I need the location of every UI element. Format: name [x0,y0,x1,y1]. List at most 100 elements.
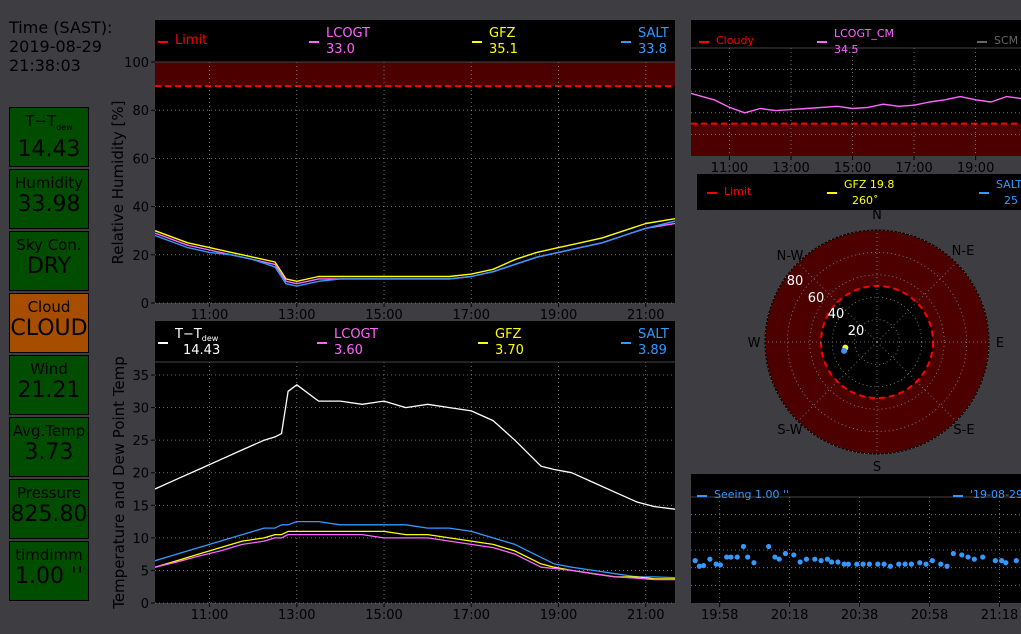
legend-value: 33.8 [638,42,667,57]
polar-direction-label: N-W [777,249,804,264]
y-tick-label: 20 [132,467,149,482]
data-point [696,563,702,569]
y-tick-label: 0 [141,597,149,612]
data-point [971,556,977,562]
data-point [818,558,824,564]
status-tile-value: 825.80 [10,502,88,527]
y-tick-label: 35 [132,369,149,384]
x-tick-label: 19:58 [701,608,738,623]
data-point [896,561,902,567]
status-tile-value: CLOUD [10,316,88,341]
seeing-chart: 19:58 20:18 20:38 20:58 21:18 Seeing 1.00 '' '… [691,474,1021,623]
status-tile: Cloud CLOUD [9,293,89,353]
status-tile: Avg.Temp 3.73 [9,417,89,477]
series-line [155,218,675,282]
polar-grid-ring [809,274,945,410]
data-point [917,560,923,566]
x-tick-label: 20:58 [911,608,948,623]
x-tick-label: 21:00 [627,608,664,623]
y-tick-label: 60 [132,152,149,167]
polar-grid-spoke [876,262,957,343]
data-point [860,561,866,567]
x-tick-label: 20:38 [841,608,878,623]
data-point [782,550,789,557]
legend-label: Seeing 1.00 '' [714,488,789,501]
data-point [959,552,965,558]
status-tile: Humidity 33.98 [9,169,89,229]
data-point [824,556,831,562]
x-tick-label: 17:00 [895,161,932,176]
polar-direction-label: S [873,460,881,475]
y-tick-label: 0 [141,297,149,312]
polar-grid-ring [854,319,900,365]
polar-direction-label: S-W [777,423,802,438]
data-point [728,554,734,560]
x-tick-label: 13:00 [278,308,315,323]
data-point [707,556,713,562]
y-tick-label: 20 [132,249,149,264]
limit-band [155,62,675,87]
status-tile-label: Wind [30,360,68,378]
x-tick-label: 20:18 [771,608,808,623]
x-tick-label: 11:00 [711,161,748,176]
y-tick-label: 30 [132,402,149,417]
status-tile-value: 21.21 [17,378,81,403]
polar-grid-ring [764,229,990,455]
time-label: Time (SAST): [9,18,113,37]
legend-value: 25 [1004,194,1018,207]
data-point [908,561,914,567]
polar-radius-label: 80 [787,274,804,289]
legend-label: LCOGT [334,327,378,342]
data-point [841,561,847,567]
legend-value: 260˚ [852,194,879,207]
x-tick-label: 17:00 [453,308,490,323]
legend: Limit GFZ 19.8 260˚ SALT 25 [707,178,1021,207]
status-tile-label: Cloud [27,298,71,316]
data-point [717,562,723,568]
series-group [692,543,1019,569]
data-point [881,561,887,567]
polar-point [841,347,848,354]
legend-label: GFZ 19.8 [844,178,894,191]
x-tick-label: 15:00 [365,308,402,323]
status-tile-label: Avg.Temp [12,422,86,440]
legend-value: 3.89 [638,343,667,358]
polar-direction-label: N [872,208,882,223]
status-tile-value: 33.98 [17,192,81,217]
polar-grid-spoke [876,341,957,422]
series-line [155,533,675,581]
status-tile-value: DRY [26,254,72,279]
data-point [999,558,1005,564]
status-tile-label: Pressure [16,484,82,502]
legend-value: 3.60 [334,343,363,358]
cloud-chart: 11:00 13:00 15:00 17:00 19:00 Cloudy LCOGT_CM 3… [691,20,1021,176]
humidity-chart: 11:00 13:00 15:00 17:00 19:00 21:00 0 20 40 60 80 1… [109,20,675,323]
legend-label-sub: dew [202,334,219,343]
y-tick-label: 25 [132,434,149,449]
data-point [791,552,797,558]
y-tick-label: 40 [132,201,149,216]
polar-direction-label: W [748,336,761,351]
x-tick-label: 19:00 [540,308,577,323]
y-tick-label: 5 [141,564,149,579]
polar-radius-label: 20 [848,324,865,339]
y-tick-label: 10 [132,532,149,547]
data-point [980,554,986,560]
x-tick-label: 19:00 [540,608,577,623]
status-tile: Pressure 825.80 [9,479,89,539]
data-point [713,561,719,567]
data-point [923,561,929,567]
polar-legend-background [697,174,1021,210]
legend-label: SALT [638,327,669,342]
y-axis-label: Temperature and Dew Point Temp [110,356,128,610]
series-line [691,92,1021,114]
series-group [155,218,675,287]
status-tile-value: 14.43 [17,137,81,162]
data-point [1013,558,1019,564]
data-point [812,556,818,562]
series-line [155,520,675,579]
polar-grid-spoke [797,341,878,422]
